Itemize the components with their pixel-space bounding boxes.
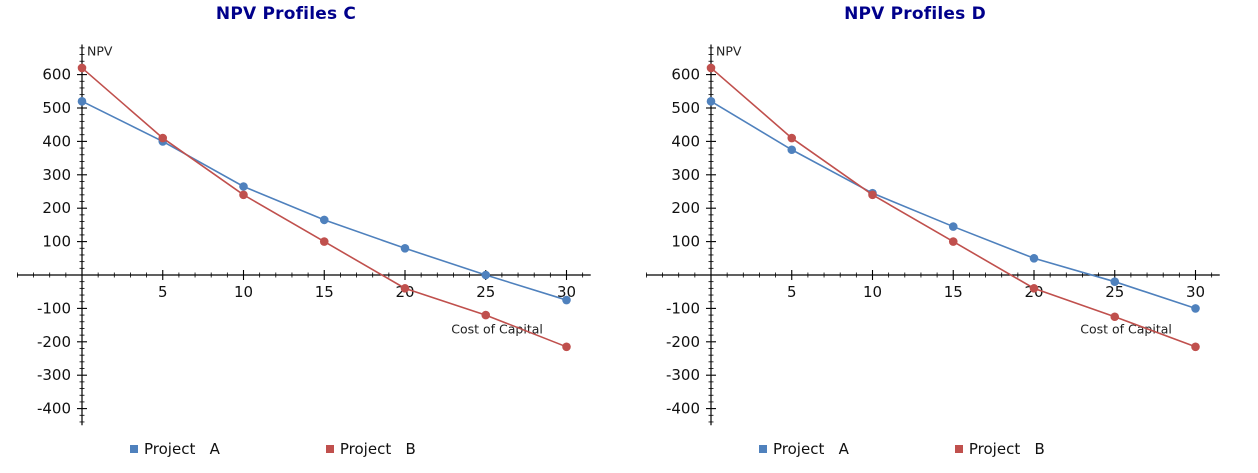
y-tick-label: 500 — [671, 99, 700, 117]
data-point — [319, 215, 329, 225]
x-tick-label: 5 — [158, 283, 168, 301]
legend-swatch-project-b — [954, 445, 963, 453]
y-axis-title: NPV — [716, 44, 742, 59]
legend-item-project-b: Project B — [325, 440, 416, 458]
y-tick-label: 300 — [42, 166, 71, 184]
data-point — [77, 97, 87, 106]
npv-line-plot-d: 51015202530600500400300200100-100-200-30… — [645, 44, 1220, 426]
legend-item-project-b: Project B — [954, 440, 1045, 458]
data-point — [400, 243, 410, 253]
data-point — [319, 237, 329, 246]
data-point — [948, 222, 958, 231]
y-tick-label: -100 — [37, 299, 71, 317]
data-point — [948, 237, 958, 246]
x-tick-label: 10 — [863, 283, 882, 301]
y-tick-label: 200 — [671, 199, 700, 217]
x-axis-title: Cost of Capital — [1080, 321, 1172, 336]
chart-npv-profiles-c: NPV Profiles C 5101520253060050040030020… — [16, 4, 629, 458]
x-tick-label: 25 — [1105, 283, 1124, 301]
data-point — [1110, 277, 1120, 286]
x-tick-label: 10 — [234, 283, 253, 301]
data-point — [77, 63, 87, 73]
data-point — [706, 97, 716, 106]
y-tick-label: 400 — [42, 132, 71, 150]
y-tick-label: 100 — [671, 233, 700, 251]
chart-title-c: NPV Profiles C — [215, 4, 357, 24]
data-point — [1110, 312, 1120, 322]
data-point — [1029, 254, 1039, 263]
x-axis-title: Cost of Capital — [451, 321, 543, 336]
y-tick-label: -100 — [666, 299, 700, 317]
legend-swatch-project-a — [130, 445, 138, 453]
y-tick-label: -400 — [37, 400, 71, 418]
x-tick-label: 15 — [315, 283, 334, 301]
data-point — [1191, 304, 1200, 313]
x-tick-label: 15 — [944, 283, 963, 301]
data-point — [239, 190, 248, 200]
data-point — [562, 295, 571, 305]
y-tick-label: 300 — [671, 166, 700, 184]
legend-label-project-b: Project B — [968, 440, 1045, 458]
data-point — [481, 270, 491, 280]
data-point — [868, 190, 877, 200]
y-tick-label: -300 — [37, 366, 71, 384]
data-point — [1029, 284, 1039, 293]
x-tick-label: 30 — [557, 283, 576, 301]
data-point — [787, 133, 797, 143]
legend-label-project-a: Project A — [773, 440, 849, 458]
y-tick-label: 400 — [671, 132, 700, 150]
data-point — [239, 182, 248, 191]
y-tick-label: -200 — [666, 333, 700, 351]
y-tick-label: 100 — [42, 233, 71, 251]
data-point — [1191, 342, 1200, 352]
chart-legend-d: Project A Project B — [759, 440, 1258, 458]
series-line-1 — [81, 67, 567, 348]
npv-line-plot-c: 51015202530600500400300200100-100-200-30… — [16, 44, 591, 426]
legend-item-project-a: Project A — [759, 440, 849, 458]
data-point — [400, 284, 410, 293]
chart-title-d: NPV Profiles D — [844, 4, 986, 24]
x-tick-label: 5 — [787, 283, 797, 301]
legend-label-project-b: Project B — [339, 440, 416, 458]
legend-swatch-project-a — [759, 445, 767, 453]
y-tick-label: -400 — [666, 400, 700, 418]
data-point — [158, 133, 168, 143]
data-point — [481, 310, 491, 320]
y-tick-label: -200 — [37, 333, 71, 351]
x-tick-label: 25 — [476, 283, 495, 301]
y-tick-label: 500 — [42, 99, 71, 117]
legend-label-project-a: Project A — [144, 440, 220, 458]
y-tick-label: 200 — [42, 199, 71, 217]
chart-legend-c: Project A Project B — [130, 440, 629, 458]
y-tick-label: 600 — [42, 66, 71, 84]
x-tick-label: 30 — [1186, 283, 1205, 301]
y-tick-label: 600 — [671, 66, 700, 84]
legend-item-project-a: Project A — [130, 440, 220, 458]
chart-npv-profiles-d: NPV Profiles D 5101520253060050040030020… — [629, 0, 1258, 473]
legend-swatch-project-b — [325, 445, 334, 453]
data-point — [562, 342, 571, 352]
series-line-1 — [710, 67, 1196, 348]
y-tick-label: -300 — [666, 366, 700, 384]
data-point — [787, 145, 797, 155]
data-point — [706, 63, 716, 73]
y-axis-title: NPV — [87, 44, 113, 59]
